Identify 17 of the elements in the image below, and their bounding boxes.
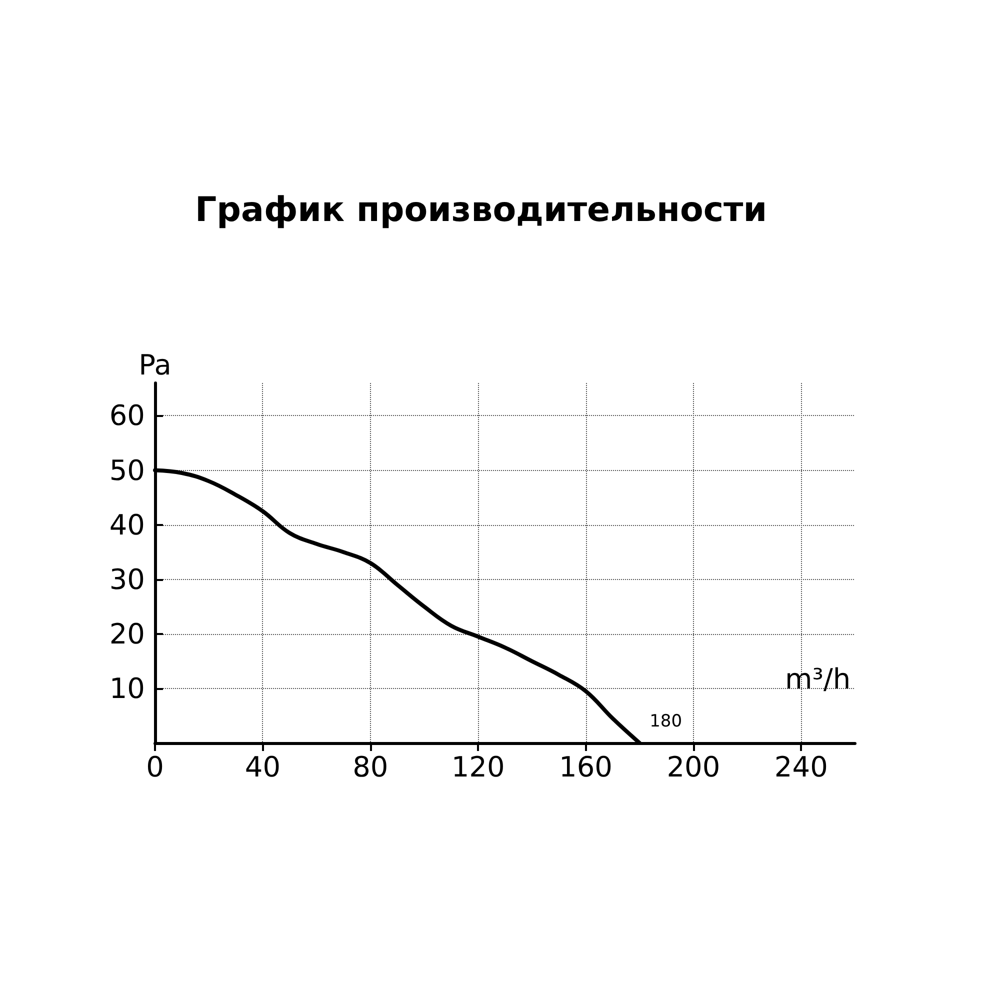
annotation: 180 <box>650 712 682 732</box>
y-tick-label: 50 <box>109 454 145 487</box>
y-tick-label: 30 <box>109 562 145 596</box>
x-axis-title: m³/h <box>785 662 851 696</box>
y-tick-label: 10 <box>109 672 145 705</box>
y-tick-label: 40 <box>109 508 145 542</box>
x-tick-label: 40 <box>244 750 281 784</box>
x-tick-label: 0 <box>146 750 164 784</box>
x-tick-label: 80 <box>352 750 388 784</box>
x-tick-label: 120 <box>451 750 505 784</box>
x-tick-label: 240 <box>774 750 828 784</box>
y-tick-label: 60 <box>109 399 145 432</box>
x-tick-label: 200 <box>666 750 720 784</box>
y-tick-label: 20 <box>109 617 145 650</box>
x-tick-label: 160 <box>559 750 612 784</box>
y-axis-title: Pa <box>138 348 172 382</box>
chart-title: График производительности <box>195 190 768 230</box>
